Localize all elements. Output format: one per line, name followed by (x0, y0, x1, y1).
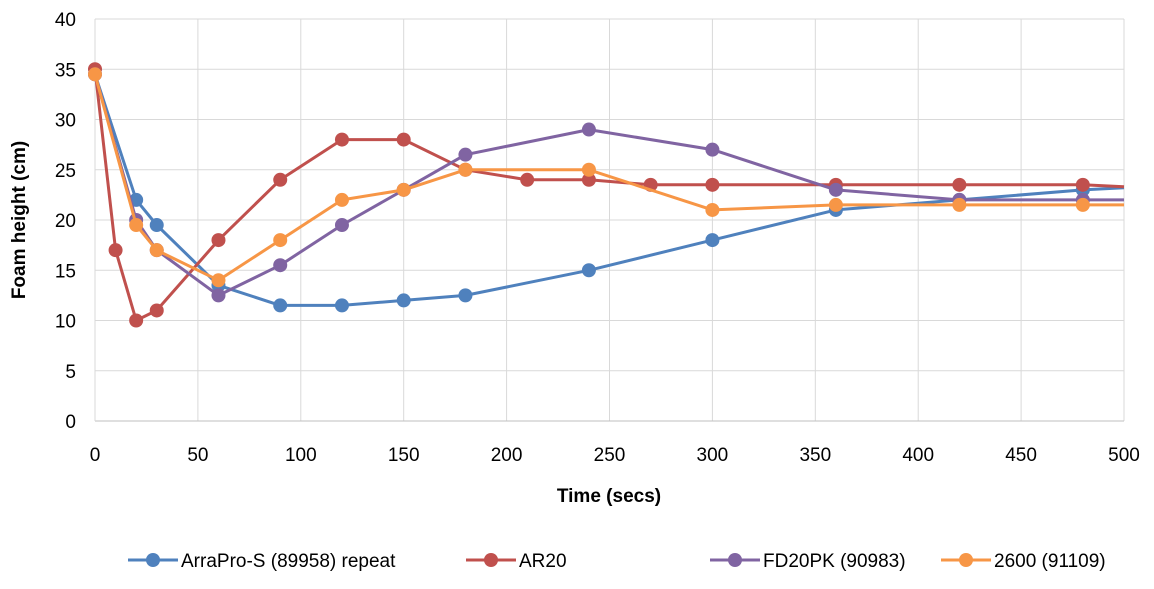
y-tick-label: 20 (55, 211, 76, 232)
legend-item: ArraPro-S (89958) repeat (128, 551, 396, 572)
y-tick-label: 40 (55, 10, 76, 31)
series-1 (88, 67, 1125, 313)
legend-marker (959, 553, 973, 567)
series-point (149, 243, 164, 258)
legend-marker (146, 553, 160, 567)
legend: ArraPro-S (89958) repeat AR20 FD20PK (9098… (128, 551, 1106, 572)
series-point (828, 197, 843, 212)
series-point (705, 233, 720, 248)
x-tick-label: 500 (1108, 445, 1140, 466)
series-point (129, 313, 144, 328)
x-tick-label: 300 (697, 445, 729, 466)
series-point (458, 288, 473, 303)
x-tick-label: 200 (491, 445, 523, 466)
series-2 (88, 62, 1125, 328)
series-point (396, 293, 411, 308)
series-layer (88, 62, 1125, 328)
series-point (1075, 197, 1090, 212)
series-point (273, 258, 288, 273)
legend-item: AR20 (466, 551, 567, 572)
series-point (458, 162, 473, 177)
x-tick-label: 450 (1005, 445, 1037, 466)
legend-label: FD20PK (90983) (763, 551, 906, 572)
series-point (952, 197, 967, 212)
series-point (273, 298, 288, 313)
series-point (952, 177, 967, 192)
series-point (396, 182, 411, 197)
legend-item: FD20PK (90983) (710, 551, 906, 572)
x-tick-label: 100 (285, 445, 317, 466)
y-tick-label: 30 (55, 111, 76, 132)
legend-marker (728, 553, 742, 567)
x-tick-label: 0 (90, 445, 101, 466)
x-tick-label: 150 (388, 445, 420, 466)
x-axis-title: Time (secs) (557, 486, 661, 507)
series-point (334, 192, 349, 207)
legend-label: ArraPro-S (89958) repeat (181, 551, 396, 572)
series-point (129, 218, 144, 233)
series-point (458, 147, 473, 162)
x-tick-label: 250 (594, 445, 626, 466)
series-point (273, 233, 288, 248)
series-point (149, 303, 164, 318)
series-point (149, 218, 164, 233)
x-tick-label: 350 (799, 445, 831, 466)
series-point (88, 67, 102, 82)
legend-label: AR20 (519, 551, 567, 572)
series-point (273, 172, 288, 187)
series-point (581, 162, 596, 177)
legend-item: 2600 (91109) (941, 551, 1106, 572)
grid-layer (95, 18, 1125, 421)
x-tick-label: 50 (187, 445, 208, 466)
series-point (211, 233, 226, 248)
series-point (334, 298, 349, 313)
series-point (334, 132, 349, 147)
y-tick-label: 5 (65, 362, 76, 383)
series-point (108, 243, 123, 258)
series-point (581, 172, 596, 187)
series-point (211, 273, 226, 288)
y-tick-label: 35 (55, 60, 76, 81)
x-tick-label: 400 (902, 445, 934, 466)
series-point (581, 263, 596, 278)
series-point (581, 122, 596, 137)
legend-label: 2600 (91109) (994, 551, 1106, 572)
y-tick-label: 0 (65, 412, 76, 433)
series-point (705, 202, 720, 217)
series-line (93, 73, 1124, 282)
series-line (93, 73, 1124, 297)
series-point (396, 132, 411, 147)
series-4 (88, 67, 1124, 288)
series-point (828, 182, 843, 197)
series-point (705, 177, 720, 192)
y-axis-title: Foam height (cm) (9, 141, 30, 299)
y-tick-label: 10 (55, 312, 76, 333)
series-point (520, 172, 535, 187)
legend-marker (484, 553, 498, 567)
series-point (705, 142, 720, 157)
y-tick-label: 25 (55, 161, 76, 182)
series-point (334, 218, 349, 233)
series-line (93, 73, 1125, 307)
series-point (211, 288, 226, 303)
y-tick-label: 15 (55, 261, 76, 282)
series-point (1075, 177, 1090, 192)
